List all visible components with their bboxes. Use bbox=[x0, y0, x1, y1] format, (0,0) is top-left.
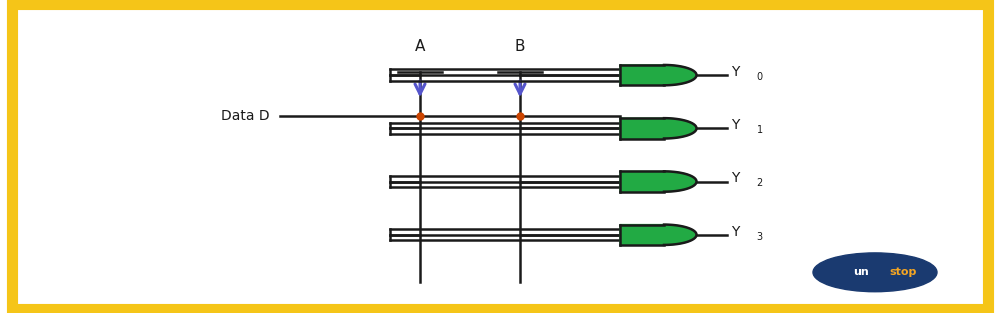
Polygon shape bbox=[620, 118, 696, 138]
Polygon shape bbox=[620, 65, 696, 85]
Text: A: A bbox=[415, 39, 425, 54]
Text: Y: Y bbox=[732, 172, 740, 185]
Polygon shape bbox=[620, 225, 696, 245]
Circle shape bbox=[813, 253, 937, 292]
Text: 1: 1 bbox=[757, 125, 763, 135]
Text: Y: Y bbox=[732, 118, 740, 132]
Text: 2: 2 bbox=[757, 178, 763, 188]
Text: Data D: Data D bbox=[221, 109, 270, 123]
Text: Y: Y bbox=[732, 65, 740, 79]
Polygon shape bbox=[620, 172, 696, 192]
Text: 0: 0 bbox=[757, 72, 763, 82]
Text: stop: stop bbox=[889, 267, 917, 277]
Text: 3: 3 bbox=[757, 232, 763, 242]
Text: Y: Y bbox=[732, 225, 740, 239]
Text: un: un bbox=[853, 267, 869, 277]
Text: B: B bbox=[515, 39, 525, 54]
